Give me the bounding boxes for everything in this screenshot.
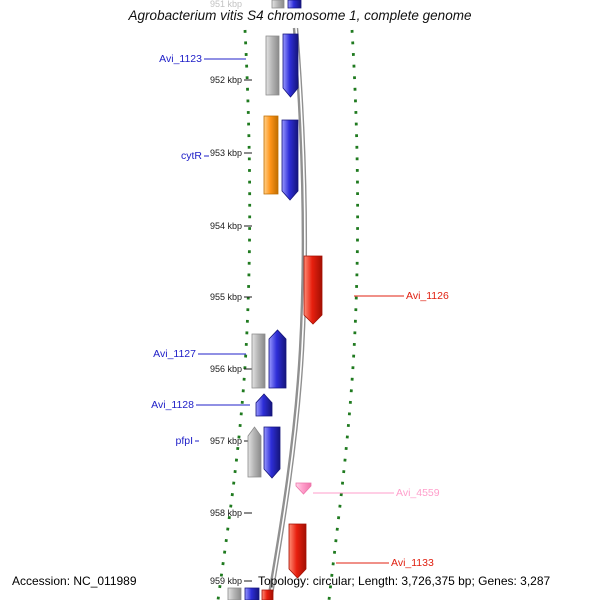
gene-unlabeled-6[interactable] <box>287 0 302 9</box>
gene-label-Avi_1127[interactable]: Avi_1127 <box>153 348 196 360</box>
ruler-tick-957-kbp: 957 kbp <box>209 436 242 446</box>
gene-unlabeled-8[interactable] <box>244 587 260 600</box>
ruler-dotted-line-right <box>327 29 360 600</box>
ruler-tick-953-kbp: 953 kbp <box>209 148 242 158</box>
gene-pfpI[interactable] <box>263 426 281 479</box>
gene-label-Avi_1123[interactable]: Avi_1123 <box>159 53 202 65</box>
ruler-tick-954-kbp: 954 kbp <box>209 221 242 231</box>
gene-unlabeled-9[interactable] <box>261 589 274 600</box>
gene-unlabeled-2[interactable] <box>281 119 299 201</box>
gene-Avi_1126[interactable] <box>303 255 323 325</box>
gene-label-pfpI[interactable]: pfpI <box>175 435 193 447</box>
gene-unlabeled-3[interactable] <box>251 333 266 389</box>
ruler-tick-956-kbp: 956 kbp <box>209 364 242 374</box>
gene-unlabeled-5[interactable] <box>271 0 285 9</box>
gene-Avi_1128[interactable] <box>255 393 273 417</box>
gene-label-Avi_1133[interactable]: Avi_1133 <box>391 557 434 569</box>
genome-backbone-line-2 <box>270 27 308 600</box>
ruler-tick-958-kbp: 958 kbp <box>209 508 242 518</box>
gene-label-Avi_1126[interactable]: Avi_1126 <box>406 290 449 302</box>
accession-text: Accession: NC_011989 <box>12 574 137 588</box>
gene-Avi_1123[interactable] <box>282 33 299 98</box>
gene-Avi_1133[interactable] <box>288 523 307 579</box>
gene-unlabeled-1[interactable] <box>265 35 280 96</box>
ruler-tick-951-kbp: 951 kbp <box>209 0 242 9</box>
ruler-tick-955-kbp: 955 kbp <box>209 292 242 302</box>
gene-unlabeled-7[interactable] <box>227 587 242 600</box>
genome-backbone-line-1 <box>266 27 305 600</box>
gene-Avi_4559[interactable] <box>295 482 312 495</box>
gene-label-Avi_1128[interactable]: Avi_1128 <box>151 399 194 411</box>
gene-label-cytR[interactable]: cytR <box>181 150 202 162</box>
gene-unlabeled-4[interactable] <box>247 426 262 478</box>
gene-label-Avi_4559[interactable]: Avi_4559 <box>396 487 440 499</box>
gene-cytR[interactable] <box>263 115 279 195</box>
ruler-tick-959-kbp: 959 kbp <box>209 576 242 586</box>
topology-text: Topology: circular; Length: 3,726,375 bp… <box>258 574 551 588</box>
map-title: Agrobacterium vitis S4 chromosome 1, com… <box>128 8 472 23</box>
ruler-tick-952-kbp: 952 kbp <box>209 75 242 85</box>
gene-Avi_1127[interactable] <box>268 329 287 389</box>
